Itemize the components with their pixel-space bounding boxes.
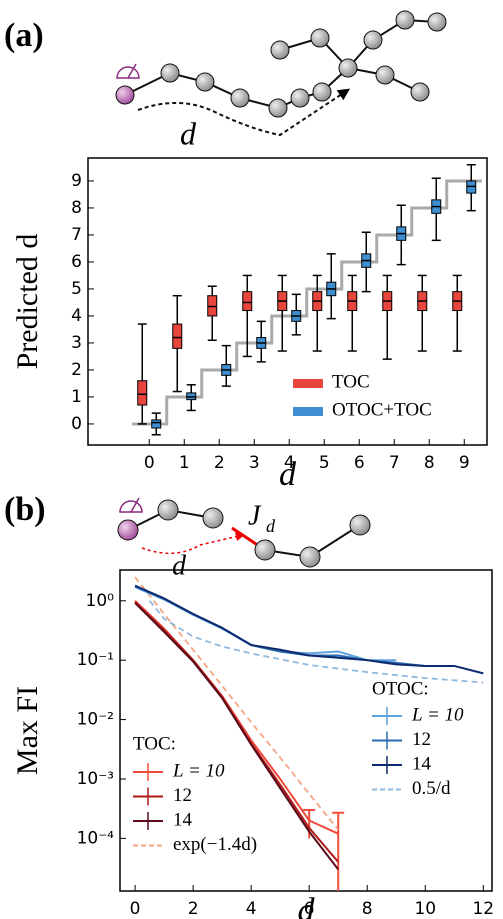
legend-label: exp(−1.4d): [173, 834, 257, 855]
legend-swatch: [293, 407, 323, 416]
schematic-label: d: [180, 115, 197, 151]
x-tick-label: 9: [459, 453, 470, 473]
schematic-b: [117, 497, 371, 568]
x-tick-label: 3: [249, 453, 260, 473]
y-axis-label: Predicted d: [11, 234, 44, 370]
x-tick-label: 4: [246, 899, 257, 919]
legend-label: 0.5/d: [412, 778, 451, 799]
y-tick-label: 10⁻³: [77, 769, 114, 789]
x-tick-label: 7: [389, 453, 400, 473]
x-axis-label: d: [298, 892, 316, 919]
y-tick-label: 2: [71, 360, 82, 380]
x-tick-label: 8: [362, 899, 373, 919]
legend-label: L = 10: [172, 760, 225, 781]
panel-label: (b): [4, 491, 46, 528]
legend-label: 14: [173, 809, 193, 830]
y-tick-label: 3: [71, 333, 82, 353]
series-line: [134, 602, 340, 871]
plot-frame: [119, 569, 493, 892]
x-tick-label: 0: [130, 899, 141, 919]
schematic-label: J: [248, 500, 262, 531]
schematic-label: d: [172, 550, 187, 581]
x-tick-label: 5: [319, 453, 330, 473]
y-tick-label: 4: [71, 306, 82, 326]
y-tick-label: 10⁻¹: [77, 650, 114, 670]
panel-label: (a): [4, 17, 44, 54]
x-tick-label: 2: [214, 453, 225, 473]
series-line: [134, 601, 339, 863]
legend-title: OTOC:: [372, 678, 429, 699]
schematic-a: [115, 10, 447, 137]
x-tick-label: 2: [188, 899, 199, 919]
reference-staircase: [131, 179, 482, 426]
y-tick-label: 7: [71, 225, 82, 245]
series-line: [134, 576, 339, 831]
y-tick-label: 0: [71, 414, 82, 434]
series-line: [134, 585, 455, 667]
x-tick-label: 1: [179, 453, 190, 473]
schematic-label: d: [266, 516, 276, 536]
x-tick-label: 6: [304, 899, 315, 919]
box: [242, 291, 253, 312]
plot-frame: [87, 157, 488, 446]
legend-label: L = 10: [411, 704, 464, 725]
legend-label: 14: [412, 753, 432, 774]
legend-label: 12: [412, 729, 431, 750]
x-axis-label: d: [279, 456, 297, 493]
series-line: [134, 584, 484, 675]
box: [151, 419, 162, 429]
y-tick-label: 1: [71, 387, 82, 407]
box: [172, 323, 183, 349]
x-tick-label: 8: [424, 453, 435, 473]
y-tick-label: 6: [71, 252, 82, 272]
x-tick-label: 10: [414, 899, 436, 919]
legend-label: TOC: [332, 371, 370, 392]
series-line: [148, 600, 484, 684]
x-tick-label: 4: [284, 453, 295, 473]
legend-title: TOC:: [133, 733, 176, 754]
box: [137, 380, 148, 406]
legend-label: OTOC+TOC: [332, 399, 432, 420]
plot-area: [134, 576, 484, 891]
x-tick-label: 6: [354, 453, 365, 473]
legend-label: 12: [173, 785, 192, 806]
legend-swatch: [293, 379, 323, 388]
y-axis-label: Max FI: [11, 686, 44, 775]
x-tick-label: 12: [472, 899, 494, 919]
x-tick-label: 0: [144, 453, 155, 473]
y-tick-label: 9: [71, 171, 82, 191]
y-tick-label: 8: [71, 198, 82, 218]
y-tick-label: 10⁰: [86, 591, 115, 611]
y-tick-label: 10⁻²: [77, 710, 114, 730]
y-tick-label: 10⁻⁴: [77, 828, 115, 848]
y-tick-label: 5: [71, 279, 82, 299]
